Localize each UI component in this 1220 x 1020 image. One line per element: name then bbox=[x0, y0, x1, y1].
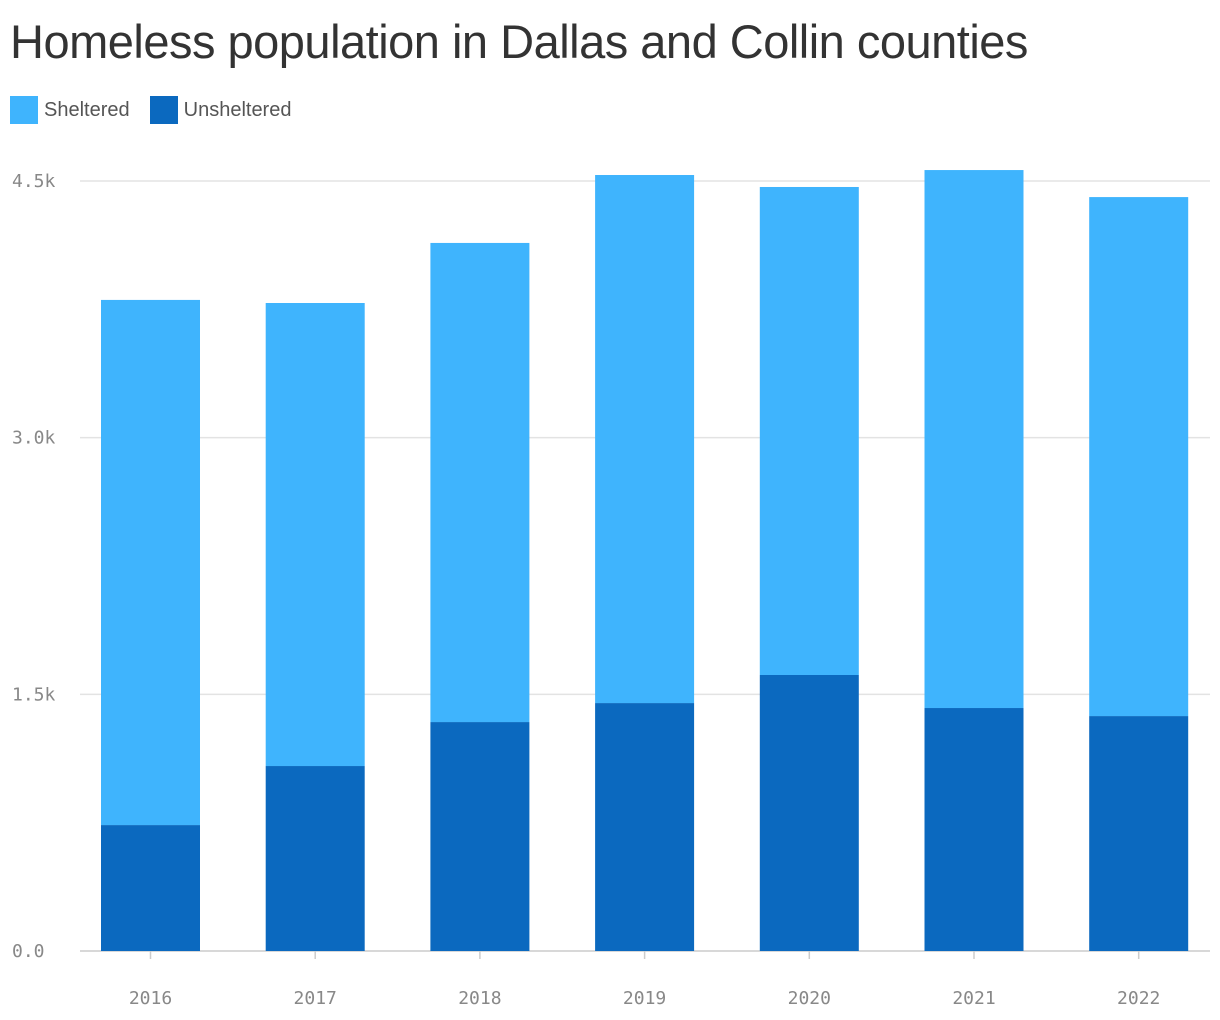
x-tick-label: 2022 bbox=[1117, 988, 1160, 1009]
x-tick-label: 2020 bbox=[788, 988, 831, 1009]
x-tick-label: 2017 bbox=[294, 988, 337, 1009]
bar-sheltered-2018 bbox=[430, 242, 530, 723]
bar-unsheltered-2017 bbox=[265, 766, 365, 951]
bar-sheltered-2020 bbox=[759, 186, 859, 675]
bar-sheltered-2022 bbox=[1089, 197, 1189, 717]
x-tick-label: 2018 bbox=[458, 988, 501, 1009]
y-tick-label: 4.5k bbox=[12, 171, 56, 192]
x-tick-label: 2016 bbox=[129, 988, 172, 1009]
bar-sheltered-2021 bbox=[924, 170, 1024, 709]
y-tick-label: 1.5k bbox=[12, 684, 56, 705]
bar-unsheltered-2016 bbox=[101, 825, 200, 951]
legend: Sheltered Unsheltered bbox=[10, 96, 311, 124]
bar-unsheltered-2019 bbox=[595, 703, 695, 951]
legend-swatch-unsheltered bbox=[149, 96, 178, 124]
legend-label-unsheltered: Unsheltered bbox=[183, 98, 292, 121]
legend-label-sheltered: Sheltered bbox=[44, 98, 130, 121]
x-tick-label: 2019 bbox=[623, 988, 666, 1009]
bar-sheltered-2017 bbox=[265, 303, 365, 767]
bar-unsheltered-2018 bbox=[430, 722, 530, 951]
bar-sheltered-2016 bbox=[101, 299, 200, 826]
bar-sheltered-2019 bbox=[595, 175, 695, 704]
bar-unsheltered-2022 bbox=[1089, 716, 1189, 951]
bar-unsheltered-2021 bbox=[924, 708, 1024, 951]
y-tick-label: 3.0k bbox=[12, 428, 56, 449]
legend-item-unsheltered: Unsheltered bbox=[149, 96, 292, 124]
y-tick-label: 0.0 bbox=[12, 941, 45, 962]
bar-unsheltered-2020 bbox=[759, 674, 859, 951]
x-tick-label: 2021 bbox=[952, 988, 995, 1009]
legend-swatch-sheltered bbox=[10, 96, 38, 124]
chart-title: Homeless population in Dallas and Collin… bbox=[10, 15, 1028, 68]
legend-item-sheltered: Sheltered bbox=[10, 96, 130, 124]
